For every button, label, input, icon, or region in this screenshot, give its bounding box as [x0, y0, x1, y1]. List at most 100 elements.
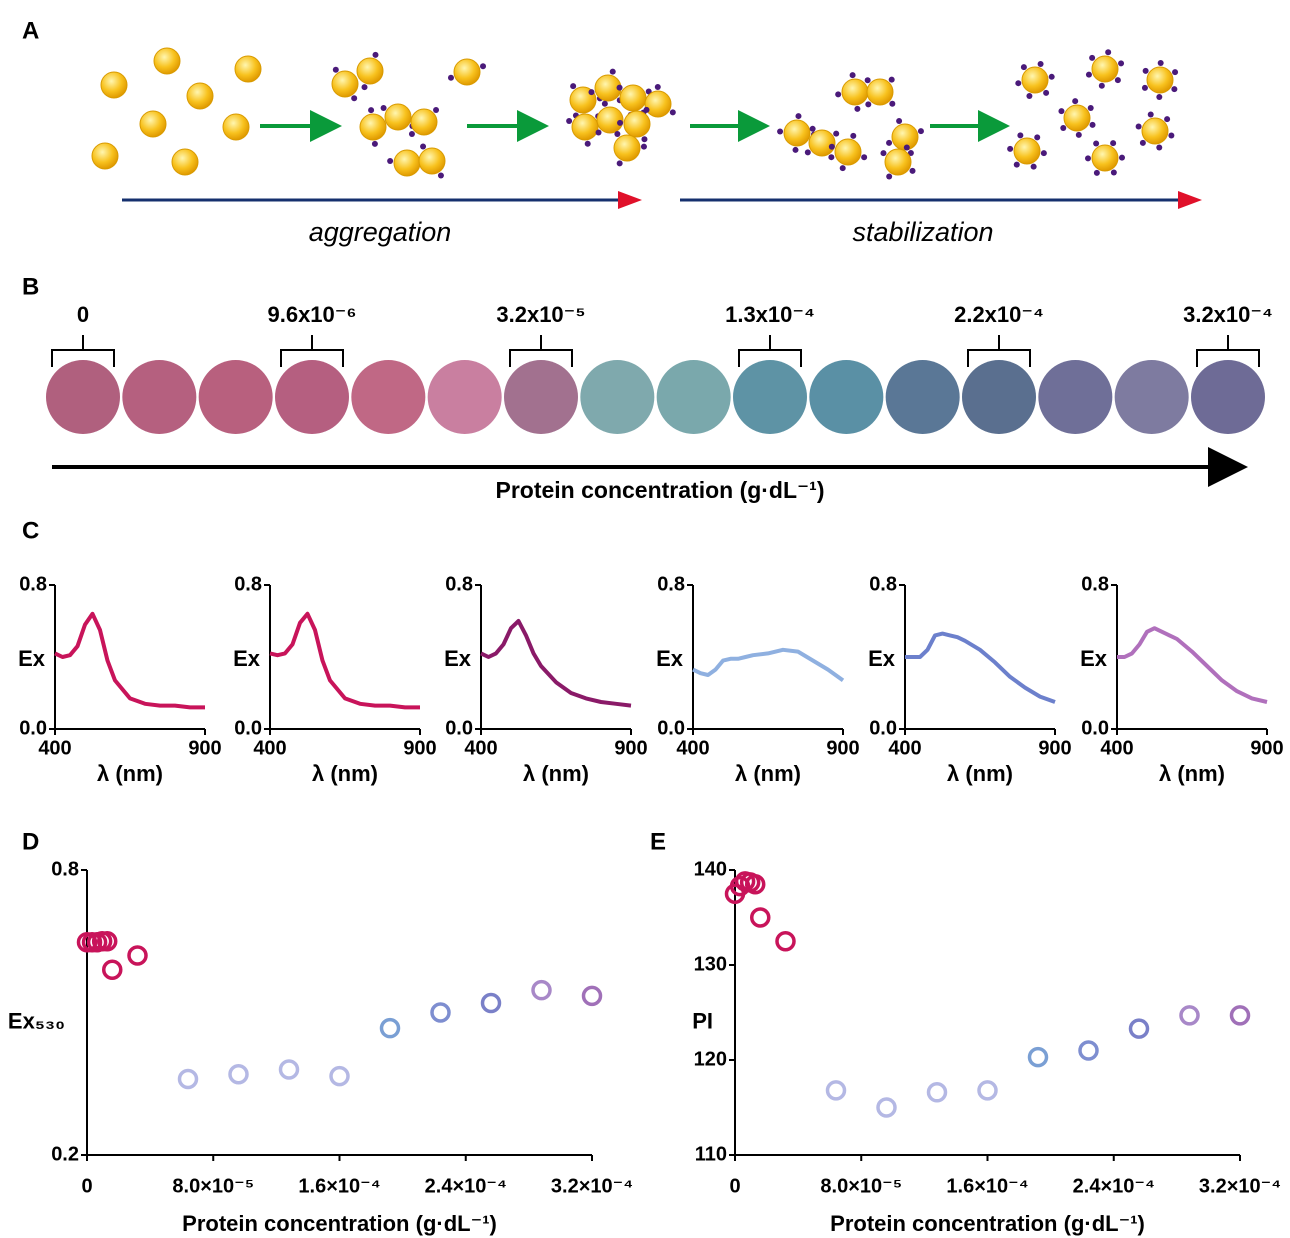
- protein-dot: [909, 167, 916, 174]
- protein-dot: [864, 77, 871, 84]
- x-tick-label: 900: [614, 737, 647, 759]
- y-tick-label: 0.0: [869, 717, 897, 739]
- protein-dot: [903, 144, 910, 151]
- protein-dot: [643, 106, 650, 113]
- data-point: [825, 1080, 847, 1101]
- nanoparticle: [884, 148, 912, 176]
- color-swatch: [885, 360, 960, 434]
- data-point: [96, 931, 118, 952]
- protein-dot: [1085, 155, 1092, 162]
- x-tick-label: 1.6×10⁻⁴: [946, 1175, 1028, 1197]
- color-swatch: [1114, 360, 1189, 434]
- x-tick-label: 900: [1038, 737, 1071, 759]
- protein-dot: [387, 158, 394, 165]
- data-point: [430, 1002, 451, 1023]
- data-point: [102, 959, 123, 980]
- data-point: [177, 1068, 199, 1090]
- nanoparticle: [153, 47, 181, 75]
- data-point: [1078, 1040, 1099, 1061]
- protein-dot: [889, 100, 896, 107]
- protein-dot: [886, 139, 893, 146]
- panel-label: C: [22, 517, 39, 544]
- nanoparticle: [571, 113, 599, 141]
- protein-dot: [595, 129, 602, 136]
- protein-dot: [617, 119, 624, 126]
- x-tick-label: 0: [729, 1175, 740, 1197]
- protein-dot: [601, 100, 608, 107]
- protein-dot: [368, 107, 375, 114]
- protein-dot: [361, 84, 368, 91]
- nanoparticle: [808, 129, 836, 157]
- y-axis-label: Ex: [233, 646, 261, 671]
- x-axis-label: Protein concentration (g·dL⁻¹): [830, 1211, 1145, 1236]
- bracket: [738, 335, 802, 367]
- nanoparticle: [623, 110, 651, 138]
- protein-dot: [1118, 60, 1125, 67]
- color-swatch: [504, 360, 578, 434]
- protein-dot: [408, 130, 415, 137]
- protein-dot: [1110, 140, 1117, 147]
- x-tick-label: 400: [38, 737, 71, 759]
- protein-dot: [616, 160, 623, 167]
- protein-dot: [1017, 132, 1024, 139]
- nanoparticle: [393, 149, 421, 177]
- x-tick-label: 3.2×10⁻⁴: [551, 1175, 633, 1197]
- y-tick-label: 0.8: [869, 573, 897, 595]
- nanoparticle: [356, 57, 384, 85]
- protein-dot: [1020, 64, 1027, 71]
- y-tick-label: 120: [694, 1048, 727, 1070]
- protein-dot: [447, 74, 454, 81]
- protein-dot: [850, 132, 857, 139]
- protein-dot: [1085, 71, 1092, 78]
- protein-dot: [1034, 134, 1041, 141]
- panel-a: aggregation stabilization: [91, 47, 1202, 247]
- protein-dot: [640, 143, 647, 150]
- protein-dot: [828, 143, 835, 150]
- y-tick-label: 110: [695, 1143, 727, 1165]
- concentration-label: 3.2x10⁻⁵: [496, 302, 585, 327]
- nanoparticle: [1141, 117, 1169, 145]
- color-swatch: [122, 360, 197, 434]
- y-tick-label: 130: [694, 953, 727, 975]
- spectrum-line: [54, 611, 205, 710]
- protein-dot: [1087, 104, 1094, 111]
- nanoparticle: [1021, 66, 1049, 94]
- nanoparticle: [841, 78, 869, 106]
- color-swatch: [656, 360, 731, 434]
- nanoparticle: [139, 110, 167, 138]
- nanoparticle: [100, 71, 128, 99]
- y-axis-label: Ex: [868, 646, 896, 671]
- x-tick-label: 400: [253, 737, 286, 759]
- protein-dot: [332, 66, 339, 73]
- nanoparticle: [331, 70, 359, 98]
- x-axis-label: λ (nm): [947, 761, 1013, 786]
- y-axis-label: Ex: [1080, 646, 1108, 671]
- x-tick-label: 8.0×10⁻⁵: [172, 1175, 254, 1197]
- x-axis-label: λ (nm): [97, 761, 163, 786]
- nanoparticle: [171, 148, 199, 176]
- protein-dot: [669, 109, 676, 116]
- nanoparticle: [91, 142, 119, 170]
- protein-dot: [609, 68, 616, 75]
- protein-dot: [570, 83, 577, 90]
- protein-dot: [1013, 161, 1020, 168]
- protein-dot: [896, 118, 903, 125]
- x-tick-label: 400: [888, 737, 921, 759]
- panel-label: A: [22, 17, 39, 44]
- bracket: [280, 335, 344, 367]
- protein-dot: [1026, 93, 1033, 100]
- protein-dot: [588, 89, 595, 96]
- color-swatch: [733, 360, 807, 434]
- nanoparticle: [359, 113, 387, 141]
- panel-label: E: [650, 828, 666, 855]
- nanoparticle: [222, 113, 250, 141]
- nanoparticle: [234, 55, 262, 83]
- protein-dot: [1093, 140, 1100, 147]
- concentration-label: 9.6x10⁻⁶: [267, 302, 356, 327]
- protein-dot: [1147, 111, 1154, 118]
- y-axis-label: PI: [692, 1008, 713, 1033]
- nanoparticle: [1091, 55, 1119, 83]
- nanoparticle: [834, 138, 862, 166]
- y-tick-label: 0.0: [19, 717, 47, 739]
